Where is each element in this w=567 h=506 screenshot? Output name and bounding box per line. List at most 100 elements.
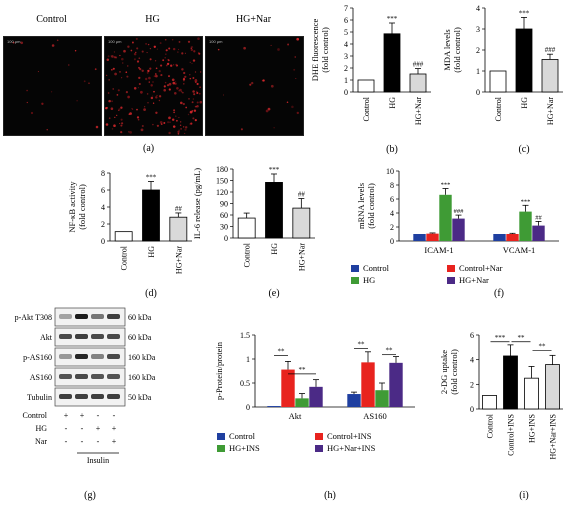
blot-band [107,314,120,319]
condition-sign: - [81,424,84,433]
fluorescence-dot [192,90,195,93]
bar [114,231,133,242]
fluorescence-dot [196,82,199,86]
condition-sign: - [65,424,68,433]
fluorescence-dot [169,121,171,123]
fluorescence-dot [183,71,186,75]
fluorescence-dot [156,94,158,96]
significance-label: ** [518,334,526,342]
y-tick-label: 0 [224,234,228,243]
fluorescence-dot [155,74,158,78]
fluorescence-dot [181,68,184,71]
significance-label: *** [387,15,398,23]
fluorescence-dot [165,49,168,52]
fluorescence-dot [196,101,199,104]
scalebar-label: 100 μm [7,39,21,44]
fluorescence-dot [111,100,113,103]
blot-band [59,394,72,399]
y-tick-label: 30 [220,223,228,232]
fluorescence-dot [267,107,271,111]
fluorescence-dot [181,91,183,93]
micrograph-title-control: Control [36,14,67,25]
blot-band [59,374,72,379]
y-axis-label: (fold control) [366,183,376,229]
fluorescence-dot [291,105,294,109]
y-axis-label: (fold control) [77,184,87,230]
fluorescence-dot [156,124,160,127]
fluorescence-dot [162,59,165,62]
blot-strip [54,327,126,347]
fluorescence-dot [177,132,180,135]
fluorescence-dot [184,132,186,134]
blot-band [91,394,104,399]
fluorescence-dot [193,109,197,112]
fluorescence-dot [145,43,147,45]
fluorescence-dot [165,64,168,67]
bar [532,225,545,241]
blot-band [107,354,120,359]
fluorescence-dot [158,95,162,98]
blot-kda-label: 160 kDa [128,353,156,362]
fluorescence-dot [74,49,77,52]
legend-label: HG+INS [229,443,260,453]
condition-sign: - [65,437,68,446]
blot-band [59,354,72,359]
micrograph-dots [105,37,203,135]
fluorescence-dot [136,60,140,63]
panel-label: (d) [145,288,157,299]
fluorescence-dot [153,75,156,77]
y-tick-label: 4 [101,203,105,212]
blot-kda-label: 160 kDa [128,373,156,382]
micrograph-hg-nar: 100 μm [205,36,304,136]
y-tick-label: 4 [390,209,394,218]
legend-swatch [447,277,455,284]
blot-strip [54,347,126,367]
fluorescence-dot [108,117,111,119]
bar [265,182,283,239]
fluorescence-dot [143,108,146,111]
significance-label: ** [358,340,366,348]
y-tick-label: 1 [246,355,250,364]
scalebar-label: 100 μm [209,39,223,44]
y-axis-label: mRNA levels [356,183,366,229]
fluorescence-dot [120,106,123,109]
fluorescence-dot [112,88,114,90]
condition-sign: + [64,411,69,420]
y-tick-label: 8 [390,181,394,190]
y-tick-label: 60 [220,211,228,220]
fluorescence-dot [160,123,163,125]
panel-label: (g) [84,490,96,501]
bar [309,386,323,407]
blot-band [107,334,120,339]
fluorescence-dot [183,83,185,85]
condition-sign: + [96,424,101,433]
y-tick-label: 0 [470,405,474,414]
y-tick-label: 2 [476,46,480,55]
fluorescence-dot [105,106,108,110]
fluorescence-dot [146,71,149,74]
fluorescence-dot [152,102,155,104]
fluorescence-dot [133,58,136,61]
fluorescence-dot [172,39,174,41]
fluorescence-dot [167,59,170,62]
fluorescence-dot [150,96,154,100]
legend-swatch [315,433,323,440]
y-tick-label: 6 [344,16,348,25]
fluorescence-dot [120,130,123,134]
fluorescence-dot [106,74,108,76]
legend-swatch [447,265,455,272]
fluorescence-dot [20,41,24,45]
fluorescence-dot [116,114,118,117]
x-tick-label: Control [362,96,371,121]
y-tick-label: 1 [476,67,480,76]
x-tick-label: HG [388,97,397,109]
significance-label: ### [545,46,556,54]
x-tick-label: AS160 [363,411,387,421]
fluorescence-dot [164,81,167,84]
fluorescence-dot [287,43,290,46]
blot-band [91,314,104,319]
legend-label: Control+Nar [459,263,503,273]
fluorescence-dot [108,99,111,103]
fluorescence-dot [192,77,195,79]
fluorescence-dot [56,39,59,42]
